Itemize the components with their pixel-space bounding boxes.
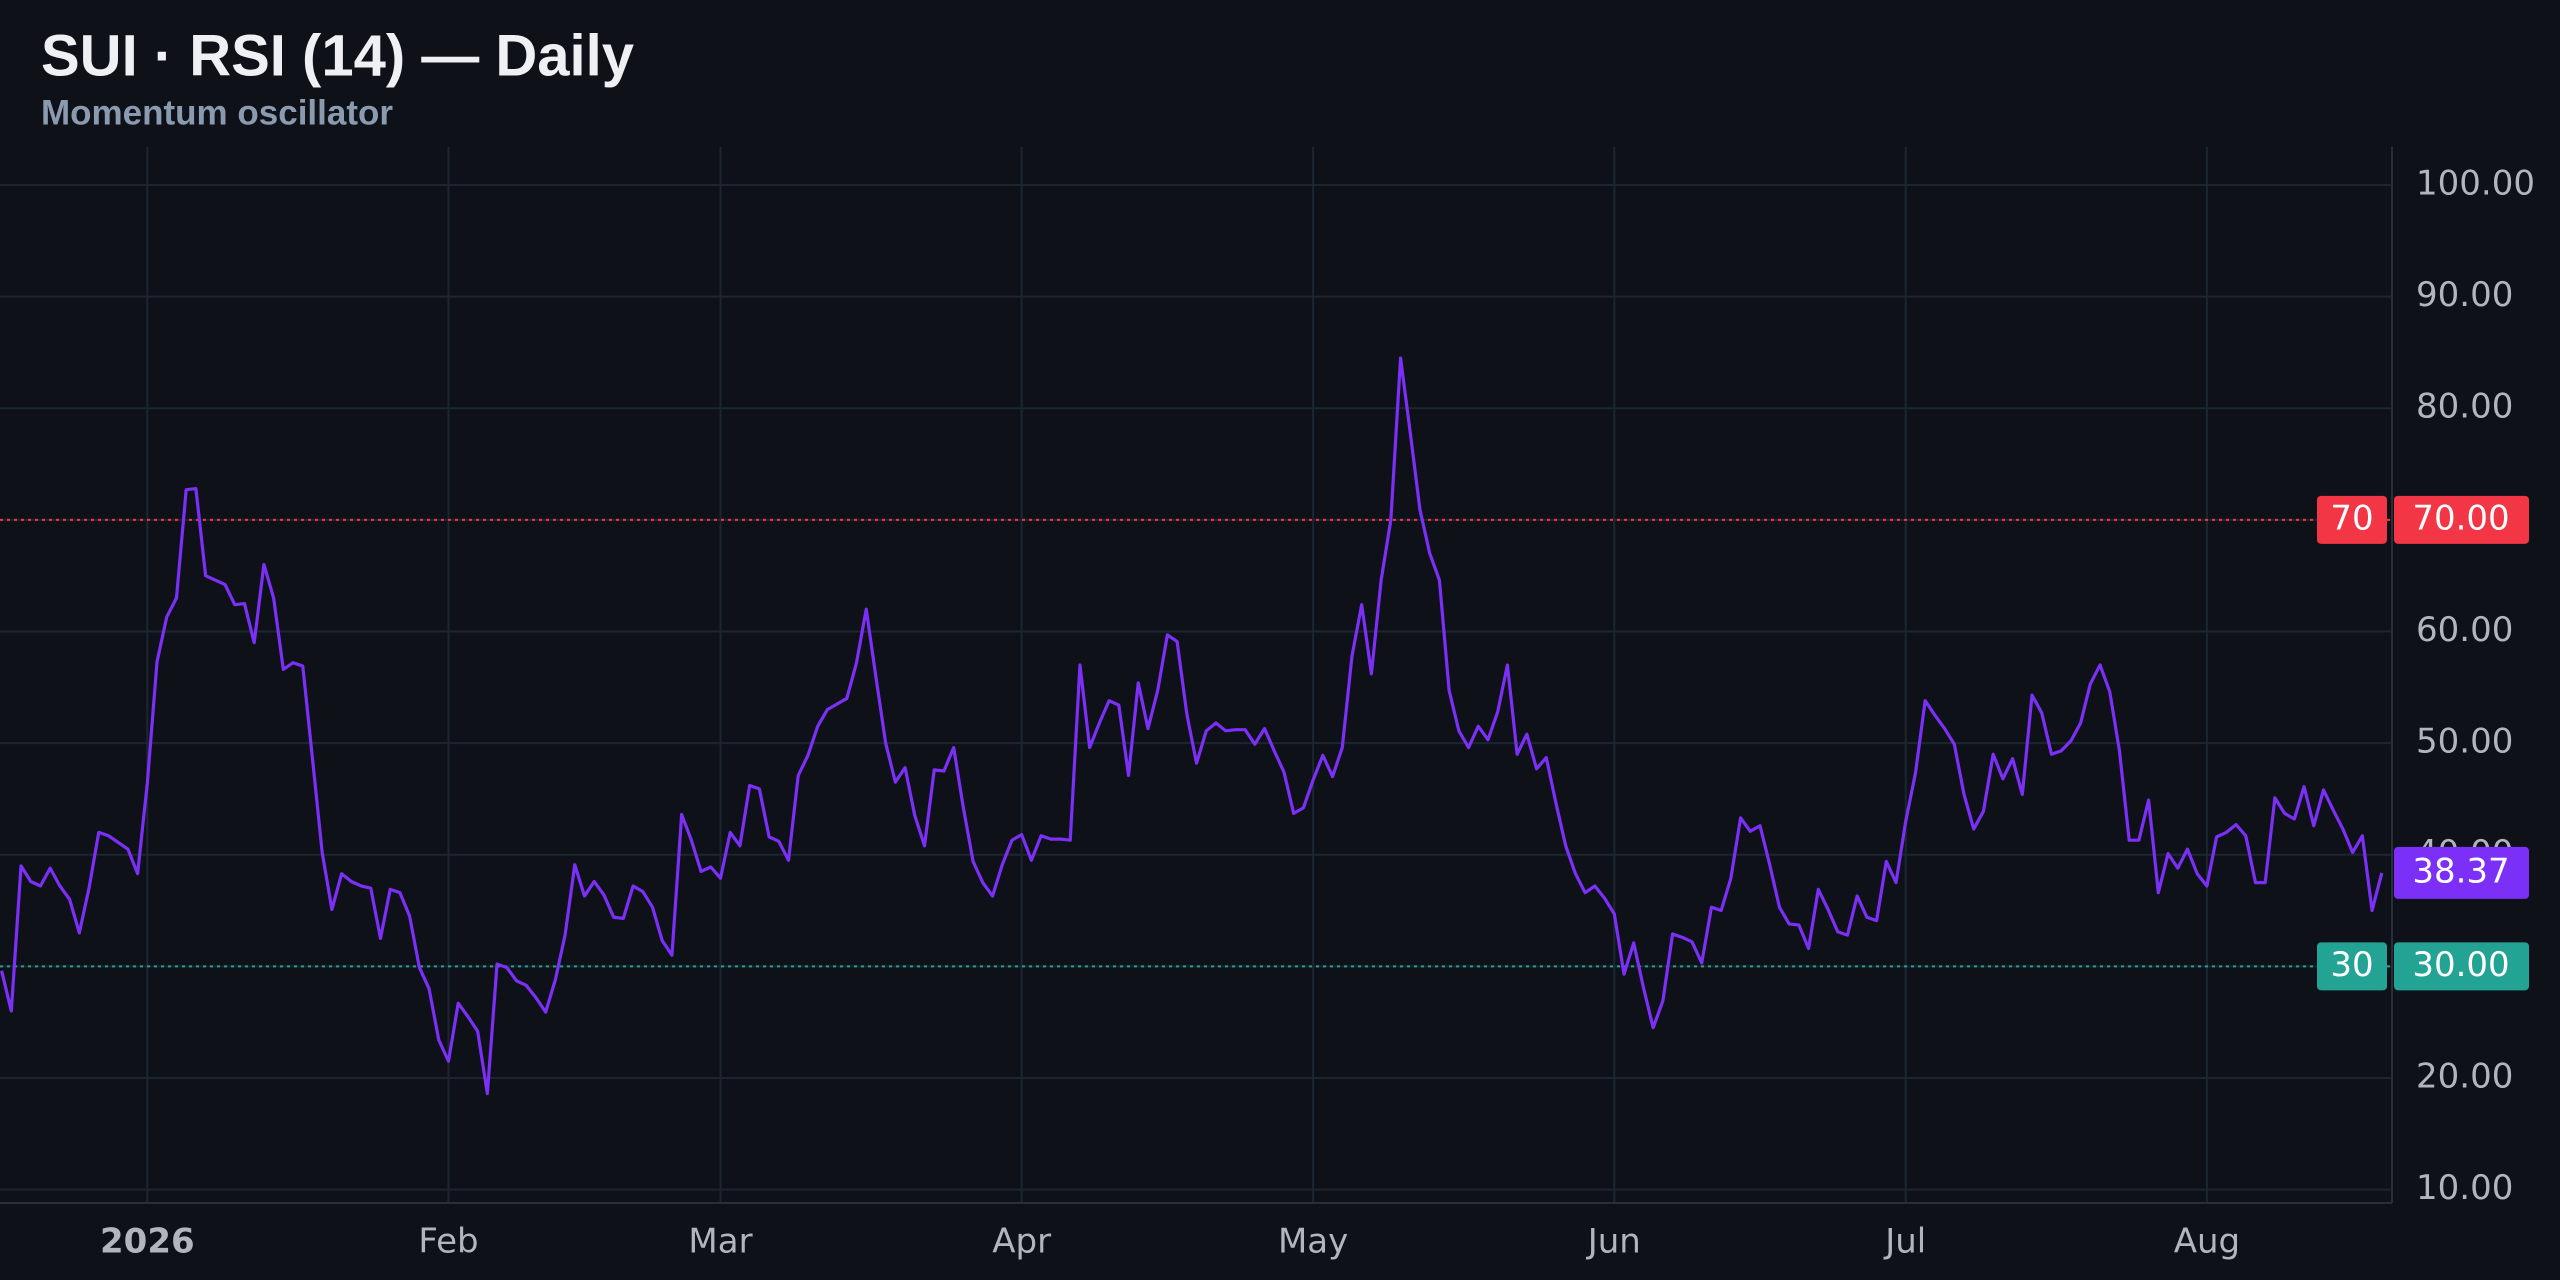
x-tick-label: Jun [1586,1222,1641,1262]
x-tick-label: Mar [688,1222,752,1262]
reference-name: 30 [2330,945,2373,985]
x-tick-label: Aug [2174,1222,2240,1262]
reference-axis-label: 30.00 [2412,945,2509,985]
y-tick-label: 50.00 [2416,722,2513,762]
last-value-label: 38.37 [2412,851,2509,891]
y-tick-label: 80.00 [2416,387,2513,427]
last-value-tag [2394,846,2529,899]
labels: 10.0020.0030.0040.0050.0060.0070.0080.00… [100,163,2535,1261]
reference-axis-tag [2394,942,2529,991]
reference-axis-label: 70.00 [2412,498,2509,538]
x-tick-label: 2026 [100,1222,195,1262]
chart-subtitle: Momentum oscillator [41,93,393,132]
reference-tag [2317,942,2387,991]
grid [0,147,2392,1203]
chart-title: SUI · RSI (14) — Daily [41,23,634,88]
x-tick-label: Jul [1883,1222,1926,1262]
reference-axis-tag [2394,495,2529,544]
y-tick-label: 60.00 [2416,610,2513,650]
reference-tag [2317,495,2387,544]
x-tick-label: Apr [992,1222,1051,1262]
y-tick-label: 100.00 [2416,163,2535,203]
y-tick-label: 20.00 [2416,1056,2513,1096]
y-tick-label: 90.00 [2416,275,2513,315]
x-tick-label: Feb [418,1222,478,1262]
plot [0,356,2392,1096]
x-tick-label: May [1278,1222,1348,1262]
reference-name: 70 [2330,498,2373,538]
rsi-line [0,356,2384,1096]
y-tick-label: 10.00 [2416,1168,2513,1208]
